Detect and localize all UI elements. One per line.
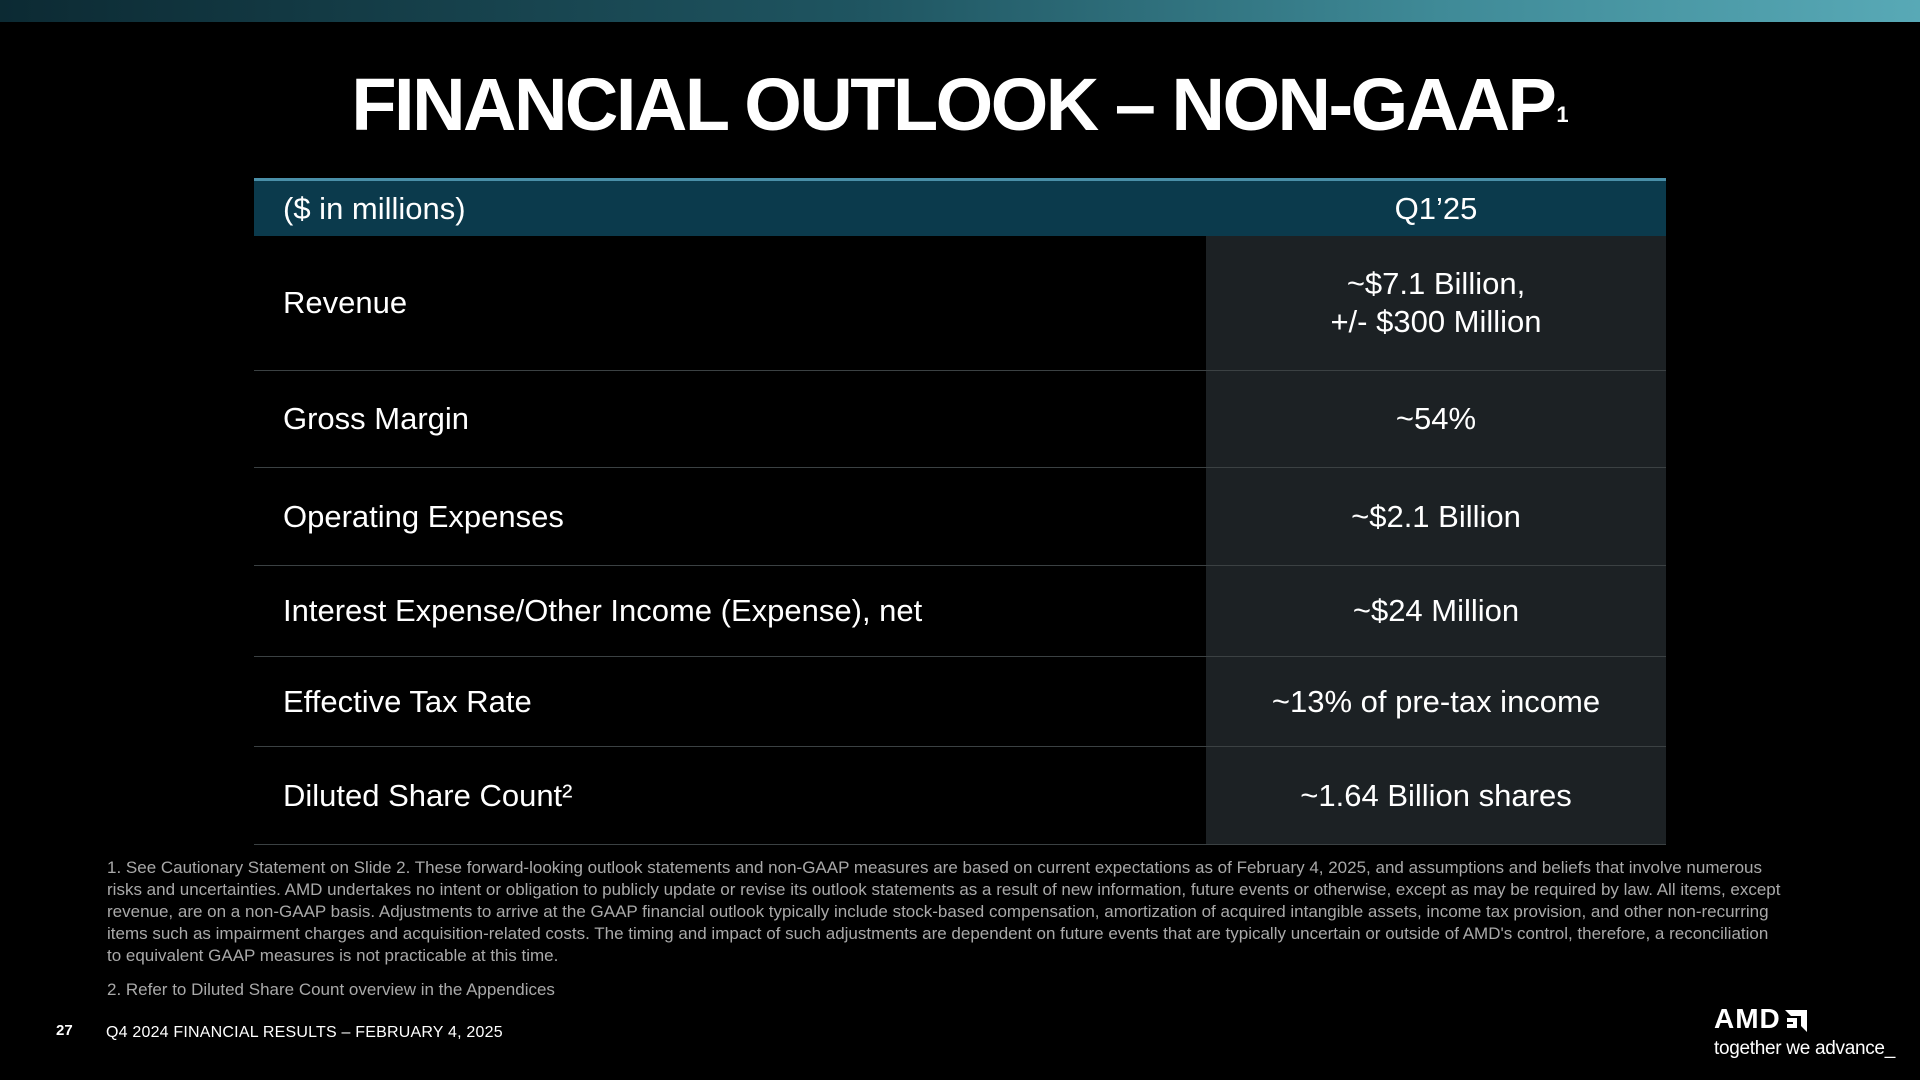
header-label: ($ in millions)	[283, 190, 466, 226]
row-label: Diluted Share Count²	[254, 747, 1206, 844]
page-number: 27	[56, 1022, 73, 1039]
table-header: ($ in millions) Q1’25	[254, 178, 1666, 236]
header-period: Q1’25	[1394, 190, 1478, 226]
footer-text: Q4 2024 FINANCIAL RESULTS – FEBRUARY 4, …	[106, 1024, 503, 1041]
row-label: Operating Expenses	[254, 468, 1206, 565]
row-label: Revenue	[254, 236, 1206, 370]
title-footnote-marker: 1	[1556, 102, 1569, 127]
row-label: Effective Tax Rate	[254, 657, 1206, 746]
row-value-line2: +/- $300 Million	[1330, 304, 1542, 339]
amd-wordmark-text: AMD	[1714, 1003, 1781, 1034]
table-row-operating-expenses: Operating Expenses ~$2.1 Billion	[254, 468, 1666, 566]
row-value: ~$7.1 Billion, +/- $300 Million	[1206, 236, 1666, 370]
amd-arrow-icon	[1784, 1008, 1807, 1032]
row-label: Interest Expense/Other Income (Expense),…	[254, 566, 1206, 656]
table-row-effective-tax-rate: Effective Tax Rate ~13% of pre-tax incom…	[254, 657, 1666, 747]
row-value: ~54%	[1206, 371, 1666, 467]
amd-logo: AMD together we advance_	[1714, 1004, 1904, 1060]
table-row-revenue: Revenue ~$7.1 Billion, +/- $300 Million	[254, 236, 1666, 371]
table-row-interest-expense: Interest Expense/Other Income (Expense),…	[254, 566, 1666, 657]
footnotes: 1. See Cautionary Statement on Slide 2. …	[107, 857, 1787, 1001]
amd-tagline: together we advance_	[1714, 1038, 1895, 1059]
slide-title-text: FINANCIAL OUTLOOK – NON-GAAP	[351, 63, 1557, 146]
table-row-gross-margin: Gross Margin ~54%	[254, 371, 1666, 468]
row-value-line1: ~$7.1 Billion,	[1346, 266, 1526, 301]
row-value: ~$24 Million	[1206, 566, 1666, 656]
slide-title: FINANCIAL OUTLOOK – NON-GAAP1	[0, 60, 1920, 150]
top-gradient-bar	[0, 0, 1920, 22]
row-label: Gross Margin	[254, 371, 1206, 467]
row-value: ~$2.1 Billion	[1206, 468, 1666, 565]
row-value: ~1.64 Billion shares	[1206, 747, 1666, 844]
footnote-2: 2. Refer to Diluted Share Count overview…	[107, 980, 555, 999]
footnote-1: 1. See Cautionary Statement on Slide 2. …	[107, 858, 1781, 965]
amd-wordmark: AMD	[1714, 1004, 1904, 1034]
row-value: ~13% of pre-tax income	[1206, 657, 1666, 746]
outlook-table: ($ in millions) Q1’25 Revenue ~$7.1 Bill…	[254, 178, 1666, 845]
table-row-diluted-share-count: Diluted Share Count² ~1.64 Billion share…	[254, 747, 1666, 845]
